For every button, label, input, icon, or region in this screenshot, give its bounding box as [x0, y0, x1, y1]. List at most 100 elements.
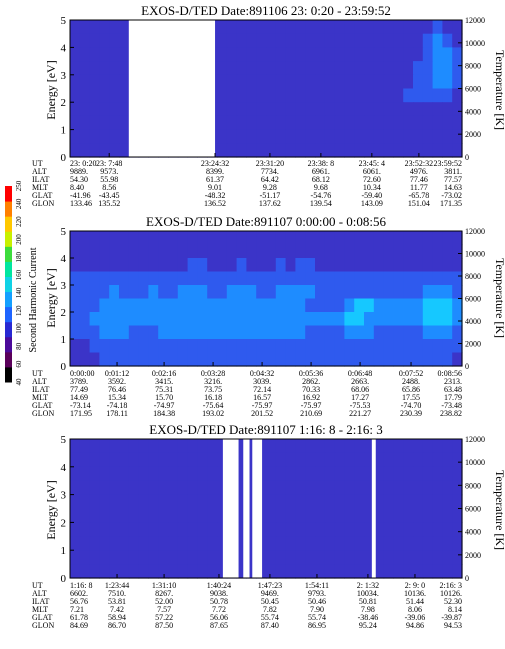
heatmap-cell — [236, 312, 247, 327]
heatmap-cell — [89, 298, 100, 313]
heatmap-cell — [89, 129, 100, 144]
xaxis-value: 77.46 — [410, 175, 428, 184]
xaxis-value: 77.57 — [444, 175, 462, 184]
heatmap-cell — [344, 285, 355, 300]
heatmap-cell — [187, 550, 198, 565]
heatmap-cell — [148, 258, 159, 273]
heatmap-cell — [138, 231, 149, 246]
heatmap-cell — [99, 564, 110, 579]
heatmap-cell — [236, 285, 247, 300]
heatmap-cell — [207, 494, 218, 510]
heatmap-cell — [305, 115, 316, 131]
heatmap-cell — [315, 88, 326, 103]
heatmap-cell — [432, 115, 443, 131]
xaxis-value: 23:45: 4 — [359, 159, 385, 168]
heatmap-cell — [383, 550, 394, 565]
heatmap-cell — [119, 115, 130, 131]
ytick-right-label: 4000 — [465, 317, 481, 326]
heatmap-cell — [334, 298, 345, 313]
xaxis-value: 8399. — [206, 167, 224, 176]
heatmap-cell — [324, 102, 336, 117]
heatmap-cell — [403, 20, 414, 35]
heatmap-cell — [334, 143, 345, 158]
heatmap-cell — [119, 339, 130, 354]
heatmap-cell — [275, 231, 287, 246]
panel-1-title: EXOS-D/TED Date:891106 23: 0:20 - 23:59:… — [141, 3, 391, 18]
heatmap-cell — [148, 271, 159, 286]
heatmap-cell — [373, 339, 385, 354]
heatmap-cell — [334, 480, 345, 496]
heatmap-cell — [324, 439, 336, 454]
heatmap-cell — [266, 61, 277, 76]
ytick-label: 0 — [61, 573, 67, 585]
heatmap-cell — [275, 244, 287, 259]
heatmap-cell — [109, 536, 120, 551]
xaxis-value: 0:01:12 — [105, 369, 129, 378]
heatmap-cell — [383, 536, 394, 551]
heatmap-cell — [217, 258, 228, 273]
xaxis-value: 10136. — [404, 589, 426, 598]
heatmap-cell — [168, 352, 179, 367]
heatmap-cell — [432, 143, 443, 158]
heatmap-cell — [452, 312, 463, 327]
heatmap-cell — [393, 20, 404, 35]
heatmap-cell — [403, 339, 414, 354]
heatmap-cell — [315, 258, 326, 273]
heatmap-cell — [403, 298, 414, 313]
heatmap-cell — [324, 325, 336, 340]
heatmap-cell — [187, 271, 198, 286]
heatmap-cell — [305, 61, 316, 76]
xaxis-value: 3789. — [70, 377, 88, 386]
heatmap-cell — [128, 466, 140, 482]
heatmap-cell — [128, 352, 140, 367]
heatmap-cell — [324, 115, 336, 131]
heatmap-cell — [79, 339, 91, 354]
heatmap-cell — [324, 88, 336, 103]
xaxis-value: 56.76 — [70, 597, 88, 606]
heatmap-cell — [403, 244, 414, 259]
xaxis-value: 94.86 — [406, 621, 424, 630]
xaxis-value: 68.06 — [351, 385, 369, 394]
heatmap-cell — [226, 312, 238, 327]
xaxis-value: 137.62 — [259, 199, 281, 208]
heatmap-cell — [364, 258, 375, 273]
heatmap-cell — [89, 352, 100, 367]
heatmap-cell — [119, 258, 130, 273]
heatmap-cell — [217, 550, 228, 565]
heatmap-cell — [148, 522, 159, 537]
heatmap-cell — [285, 550, 296, 565]
heatmap-cell — [236, 115, 247, 131]
heatmap-cell — [187, 466, 198, 482]
heatmap-cell — [99, 339, 110, 354]
heatmap-cell — [364, 536, 375, 551]
heatmap-cell — [305, 339, 316, 354]
xaxis-value: 77.49 — [70, 385, 88, 394]
heatmap-cell — [158, 452, 169, 468]
xaxis-row-label: ILAT — [32, 597, 49, 606]
colorbar-segment — [5, 291, 12, 308]
heatmap-cell — [403, 494, 414, 510]
heatmap-cell — [295, 231, 306, 246]
heatmap-cell — [187, 325, 198, 340]
heatmap-cell — [207, 466, 218, 482]
heatmap-cell — [315, 325, 326, 340]
xaxis-value: 61.37 — [206, 175, 224, 184]
heatmap-cell — [315, 298, 326, 313]
heatmap-cell — [236, 452, 247, 468]
heatmap-cell — [354, 352, 365, 367]
heatmap-cell — [226, 88, 238, 103]
heatmap-cell — [119, 20, 130, 35]
heatmap-cell — [109, 258, 120, 273]
heatmap-cell — [344, 312, 355, 327]
heatmap-cell — [452, 439, 463, 454]
xaxis-value: 151.04 — [408, 199, 430, 208]
heatmap-cell — [236, 61, 247, 76]
heatmap-cell — [99, 494, 110, 510]
heatmap-cell — [217, 129, 228, 144]
heatmap-cell — [324, 536, 336, 551]
panel-1-yticks: 0 1 2 3 4 5 0 2000 4000 6000 8000 10000 12000 — [61, 15, 486, 164]
panel-2-title: EXOS-D/TED Date:891107 0:00:00 - 0:08:56 — [146, 214, 386, 229]
heatmap-cell — [89, 74, 100, 90]
heatmap-cell — [315, 271, 326, 286]
heatmap-cell — [138, 439, 149, 454]
